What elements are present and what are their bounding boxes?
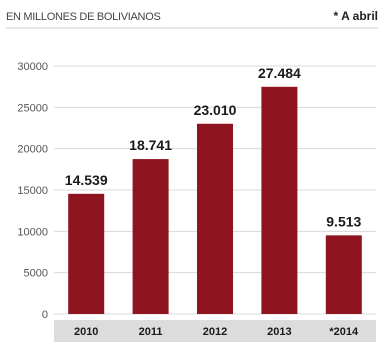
bar xyxy=(197,123,233,314)
x-tick-label: 2010 xyxy=(74,326,98,338)
y-tick-label: 10000 xyxy=(17,226,48,238)
x-axis-band xyxy=(54,320,376,342)
value-label: 23.010 xyxy=(194,102,237,118)
y-tick-label: 5000 xyxy=(24,268,48,280)
value-label: 14.539 xyxy=(65,172,108,188)
chart-subtitle: EN MILLONES DE BOLIVIANOS xyxy=(6,11,161,23)
bar xyxy=(325,235,362,314)
value-labels: 14.539 18.741 23.010 27.484 9.513 xyxy=(65,65,362,230)
y-tick-label: 20000 xyxy=(17,144,48,156)
value-label: 27.484 xyxy=(258,65,301,81)
y-tick-label: 25000 xyxy=(17,102,48,114)
value-label: 18.741 xyxy=(129,137,172,153)
y-tick-label: 15000 xyxy=(17,185,48,197)
value-label: 9.513 xyxy=(326,213,361,229)
y-tick-label: 0 xyxy=(42,309,48,321)
x-axis-ticks: 2010 2011 2012 2013 *2014 xyxy=(74,326,359,338)
y-tick-label: 30000 xyxy=(17,61,48,73)
y-axis-ticks: 0 5000 10000 15000 20000 25000 30000 xyxy=(17,61,48,321)
bar xyxy=(261,86,298,314)
x-tick-label: 2012 xyxy=(203,326,227,338)
bar xyxy=(68,193,105,314)
x-tick-label: 2013 xyxy=(267,326,291,338)
bars xyxy=(68,86,362,314)
bar xyxy=(132,159,169,314)
x-tick-label: 2011 xyxy=(139,326,163,338)
x-tick-label: *2014 xyxy=(329,326,359,338)
chart-note: * A abril xyxy=(334,9,378,23)
